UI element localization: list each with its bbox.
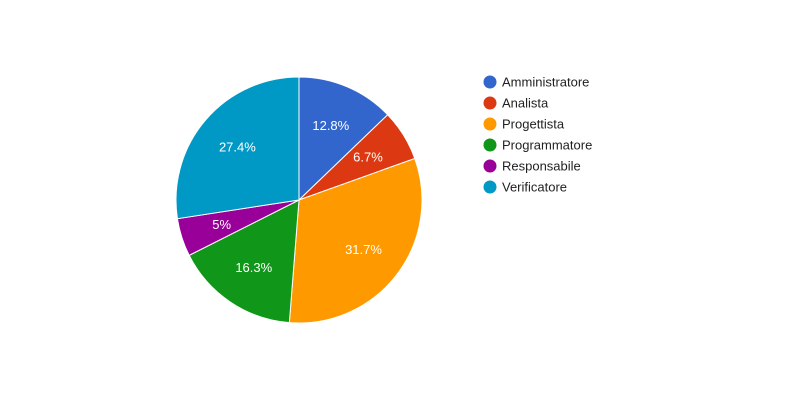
legend-label-programmatore: Programmatore bbox=[502, 138, 592, 153]
legend-marker-analista bbox=[483, 96, 497, 110]
pie-slices bbox=[175, 76, 423, 324]
legend-marker-programmatore bbox=[483, 138, 497, 152]
legend-marker-verificatore bbox=[483, 180, 497, 194]
legend-marker-amministratore bbox=[483, 75, 497, 89]
slice-label-verificatore: 27.4% bbox=[219, 140, 256, 155]
pie-slice-amministratore bbox=[298, 76, 389, 202]
legend: Amministratore Analista Progettista Program… bbox=[483, 75, 592, 195]
legend-marker-responsabile bbox=[483, 159, 497, 173]
slice-label-amministratore: 12.8% bbox=[312, 118, 349, 133]
pie-slice-progettista bbox=[288, 157, 423, 324]
slice-label-progettista: 31.7% bbox=[345, 242, 382, 257]
legend-label-progettista: Progettista bbox=[502, 117, 565, 132]
legend-label-responsabile: Responsabile bbox=[502, 159, 581, 174]
pie-slice-verificatore bbox=[175, 76, 300, 220]
pie-slice-programmatore bbox=[188, 199, 300, 324]
slice-label-analista: 6.7% bbox=[353, 150, 383, 165]
legend-marker-progettista bbox=[483, 117, 497, 131]
slice-label-responsabile: 5% bbox=[212, 217, 231, 232]
legend-label-analista: Analista bbox=[502, 96, 549, 111]
legend-label-amministratore: Amministratore bbox=[502, 75, 589, 90]
pie-slice-labels: 12.8% 6.7% 31.7% 16.3% 5% 27.4% bbox=[212, 118, 383, 275]
legend-label-verificatore: Verificatore bbox=[502, 180, 567, 195]
slice-label-programmatore: 16.3% bbox=[235, 260, 272, 275]
